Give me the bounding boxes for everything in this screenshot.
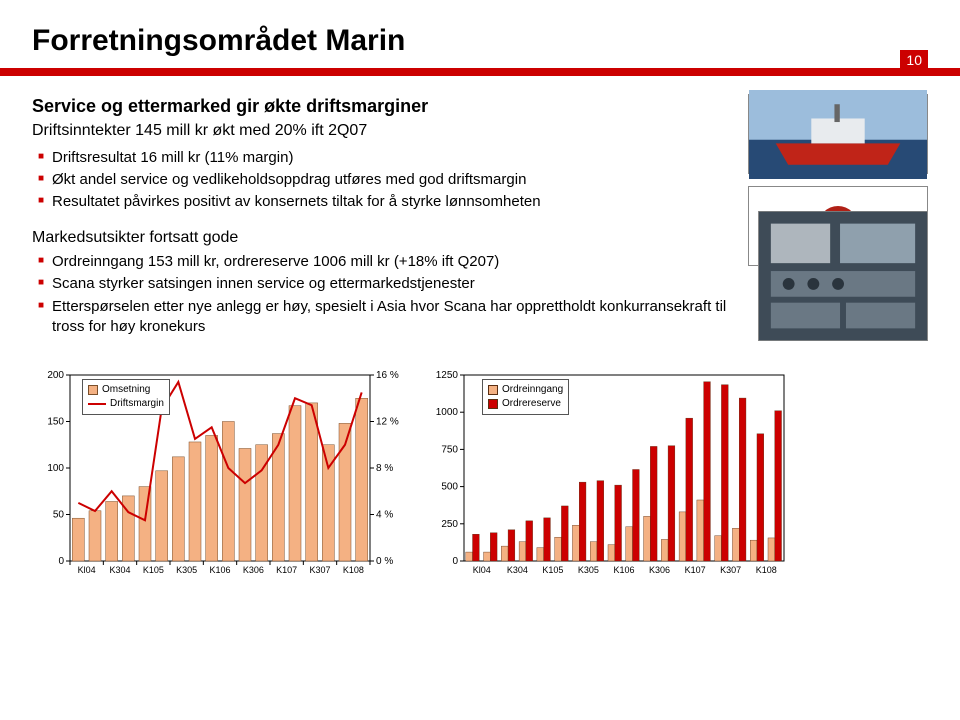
svg-text:K307: K307: [720, 565, 741, 575]
ship-icon: [749, 90, 927, 179]
bullet-list-a: Driftsresultat 16 mill kr (11% margin)Øk…: [38, 148, 732, 213]
svg-text:150: 150: [47, 417, 64, 428]
svg-text:0: 0: [452, 556, 458, 567]
svg-text:1250: 1250: [436, 370, 459, 381]
bullet-item: Resultatet påvirkes positivt av konserne…: [38, 192, 732, 212]
panel-icon: [759, 211, 927, 341]
svg-text:K306: K306: [243, 565, 264, 575]
image-column: 10: [748, 94, 928, 351]
subtitle-bold: Service og ettermarked gir økte driftsma…: [32, 94, 732, 118]
legend-item: Ordrereserve: [488, 397, 563, 411]
bullet-item: Økt andel service og vedlikeholdsoppdrag…: [38, 170, 732, 190]
legend-right: OrdreinngangOrdrereserve: [482, 379, 569, 415]
svg-text:750: 750: [441, 445, 458, 456]
legend-item: Omsetning: [88, 383, 164, 397]
legend-item: Ordreinngang: [488, 383, 563, 397]
svg-text:200: 200: [47, 370, 64, 381]
svg-text:K105: K105: [542, 565, 563, 575]
svg-text:16 %: 16 %: [376, 370, 399, 381]
legend-left: OmsetningDriftsmargin: [82, 379, 170, 415]
control-panel-image: [758, 211, 928, 341]
svg-text:K305: K305: [578, 565, 599, 575]
divider-bar: [0, 68, 960, 76]
svg-text:K304: K304: [109, 565, 130, 575]
svg-text:Kl04: Kl04: [78, 565, 96, 575]
bullet-list-b: Ordreinngang 153 mill kr, ordrereserve 1…: [38, 252, 732, 337]
svg-text:K307: K307: [309, 565, 330, 575]
svg-text:8 %: 8 %: [376, 463, 393, 474]
svg-text:50: 50: [53, 510, 65, 521]
svg-text:Kl04: Kl04: [473, 565, 491, 575]
svg-text:K106: K106: [613, 565, 634, 575]
page-title: Forretningsområdet Marin: [32, 24, 928, 58]
svg-text:K108: K108: [343, 565, 364, 575]
text-column: Service og ettermarked gir økte driftsma…: [32, 94, 732, 351]
svg-text:100: 100: [47, 463, 64, 474]
svg-text:0: 0: [58, 556, 64, 567]
content-row: Service og ettermarked gir økte driftsma…: [32, 94, 928, 351]
svg-text:12 %: 12 %: [376, 417, 399, 428]
svg-text:K106: K106: [209, 565, 230, 575]
svg-text:K306: K306: [649, 565, 670, 575]
svg-text:500: 500: [441, 482, 458, 493]
bullet-item: Driftsresultat 16 mill kr (11% margin): [38, 148, 732, 168]
chart-orders: 0 250 500 750 1000 1250 Kl04 K304 K105 K305 K106 K3…: [422, 369, 802, 599]
bullet-item: Scana styrker satsingen innen service og…: [38, 274, 732, 294]
ship-image: [748, 94, 928, 174]
subtitle-line: Driftsinntekter 145 mill kr økt med 20% …: [32, 120, 732, 142]
page-number: 10: [900, 50, 928, 70]
legend-item: Driftsmargin: [88, 397, 164, 411]
svg-text:K107: K107: [276, 565, 297, 575]
charts-row: 0 50 100 150 200 0 % 4 % 8 % 12 % 16 % Kl04 K304 K10…: [32, 369, 928, 599]
svg-text:250: 250: [441, 519, 458, 530]
svg-text:K107: K107: [685, 565, 706, 575]
svg-text:4 %: 4 %: [376, 510, 393, 521]
svg-text:K305: K305: [176, 565, 197, 575]
svg-text:K105: K105: [143, 565, 164, 575]
bullet-item: Ordreinngang 153 mill kr, ordrereserve 1…: [38, 252, 732, 272]
svg-text:0 %: 0 %: [376, 556, 393, 567]
chart-revenue-margin: 0 50 100 150 200 0 % 4 % 8 % 12 % 16 % Kl04 K304 K10…: [32, 369, 402, 599]
slide: Forretningsområdet Marin Service og ette…: [0, 0, 960, 720]
bullet-item: Etterspørselen etter nye anlegg er høy, …: [38, 297, 732, 338]
section-head: Markedsutsikter fortsatt gode: [32, 227, 732, 249]
svg-text:K304: K304: [507, 565, 528, 575]
svg-text:1000: 1000: [436, 407, 459, 418]
svg-text:K108: K108: [756, 565, 777, 575]
